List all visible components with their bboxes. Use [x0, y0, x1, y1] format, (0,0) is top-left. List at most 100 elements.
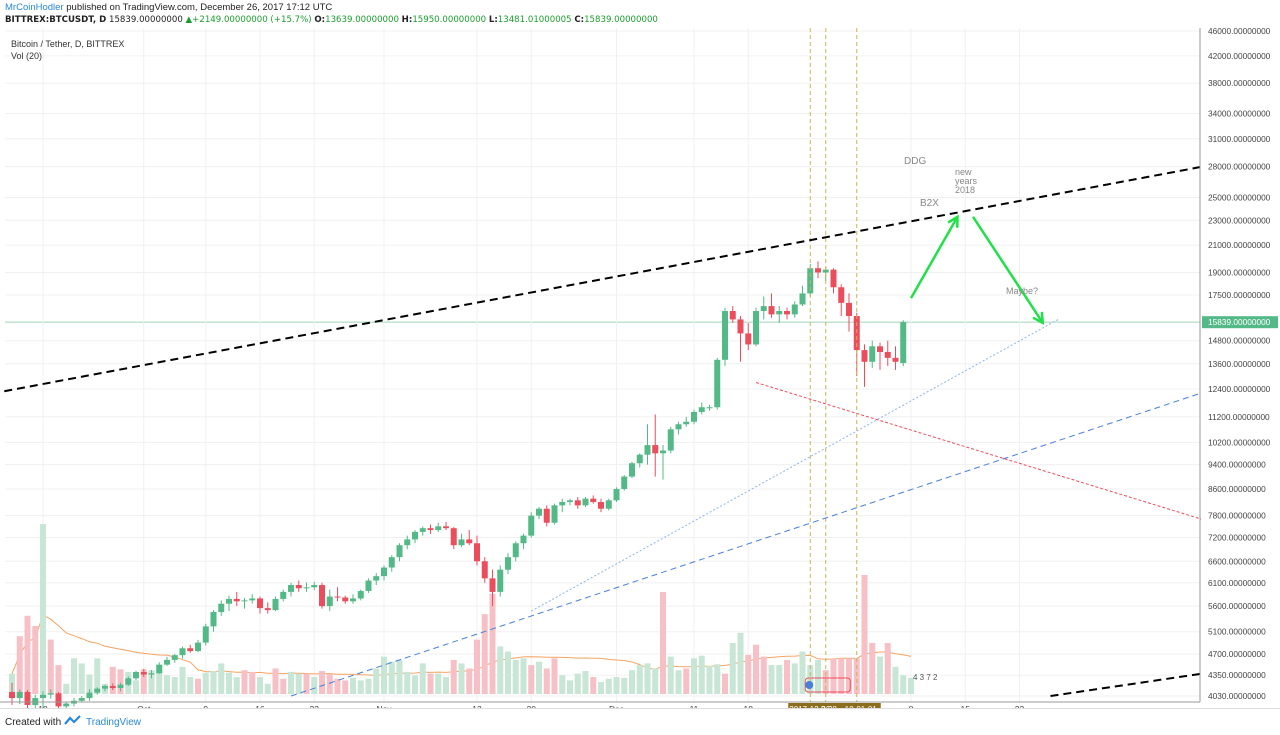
candle-body	[334, 596, 341, 598]
x-highlight-label: 18-01-01	[845, 705, 878, 708]
volume-bar	[760, 656, 767, 694]
candle-body	[691, 412, 697, 422]
candle-body	[295, 585, 302, 589]
volume-bar	[512, 660, 519, 694]
publish-line: MrCoinHodler published on TradingView.co…	[5, 2, 332, 13]
volume-bar	[737, 632, 744, 694]
candle-body	[179, 648, 186, 656]
candle-body	[815, 268, 821, 273]
up-arrow-head	[947, 214, 959, 228]
candle-body	[861, 350, 868, 362]
volume-bar	[381, 656, 387, 694]
candle-body	[280, 591, 287, 599]
volume-bar	[629, 670, 635, 694]
candle-body	[350, 598, 356, 602]
candle-body	[791, 304, 798, 315]
candle-body	[202, 626, 209, 643]
x-tick-label: 13	[472, 704, 482, 708]
volume-bar	[644, 663, 651, 694]
volume-bar	[791, 663, 798, 694]
volume-bar	[497, 646, 504, 694]
volume-bar	[295, 673, 302, 694]
volume-bar	[233, 677, 240, 694]
candle-body	[536, 508, 542, 516]
low-value: 13481.01000005	[497, 15, 572, 25]
y-tick-label: 34000.00000000	[1208, 109, 1271, 119]
lower-channel-line	[1050, 671, 1214, 697]
volume-bar	[202, 672, 209, 694]
candle-body	[63, 703, 70, 707]
volume-bar	[419, 663, 426, 694]
x-tick-label: 15	[961, 704, 971, 708]
volume-bar	[861, 575, 868, 694]
volume-bar	[799, 651, 806, 694]
x-tick-label: 8	[909, 704, 914, 708]
events-badge[interactable]: 4 3 7 2	[913, 673, 938, 682]
red-trend-line	[755, 382, 1214, 524]
created-with-label: Created with	[5, 717, 62, 728]
volume-bar	[892, 666, 899, 694]
volume-bar	[443, 677, 449, 694]
chart-grid	[5, 28, 1200, 702]
volume-bar	[264, 683, 271, 694]
high-value: 15950.00000000	[412, 15, 487, 25]
candle-body	[667, 429, 674, 451]
x-tick-label: 22	[1015, 704, 1025, 708]
candle-body	[443, 526, 449, 529]
candle-body	[148, 673, 155, 675]
candle-body	[435, 526, 442, 531]
y-tick-label: 4030.00000000	[1208, 691, 1266, 701]
volume-bar	[171, 677, 178, 694]
x-tick-label: 9	[203, 704, 208, 708]
y-tick-label: 15839.00000000	[1208, 317, 1271, 327]
tradingview-brand-link[interactable]: TradingView	[86, 717, 142, 728]
candle-body	[388, 557, 395, 568]
volume-bar	[605, 678, 612, 694]
volume-bar	[590, 677, 597, 694]
volume-bar	[357, 680, 364, 694]
candle-body	[16, 691, 23, 699]
volume-bar	[47, 639, 54, 694]
candle-body	[187, 648, 194, 652]
volume-bar	[621, 677, 628, 694]
volume-bar	[683, 668, 690, 694]
volume-bar	[466, 668, 473, 694]
candle-body	[567, 500, 573, 502]
candle-body	[164, 659, 170, 665]
trend-lines	[4, 28, 1214, 702]
price-chart[interactable]: 46000.00000000 42000.00000000 38000.000000…	[0, 28, 1280, 708]
y-tick-label: 10200.00000000	[1208, 437, 1271, 447]
symbol-label: BITTREX:BTCUSDT, D	[5, 15, 107, 25]
y-tick-label: 19000.00000000	[1208, 267, 1271, 277]
y-tick-label: 42000.00000000	[1208, 51, 1271, 61]
candle-body	[838, 287, 845, 303]
candle-body	[303, 587, 310, 589]
candle-body	[412, 531, 418, 540]
volume-bar	[16, 636, 23, 694]
candle-body	[458, 539, 465, 546]
candle-body	[605, 500, 612, 509]
open-label: O:	[314, 15, 326, 25]
volume-bar	[745, 654, 752, 694]
candle-body	[729, 311, 736, 320]
volume-bar	[412, 675, 418, 694]
last-price-badge	[1202, 316, 1278, 329]
volume-bar	[722, 673, 728, 694]
volume-bar	[24, 615, 31, 694]
volume-bar	[706, 665, 713, 694]
volume-bar	[574, 673, 581, 694]
change-value: +2149.00000000 (+15.7%)	[192, 15, 312, 25]
candle-body	[590, 498, 597, 502]
b2x-label: B2X	[920, 198, 939, 209]
volume-bar	[474, 639, 480, 694]
candle-body	[140, 672, 147, 675]
candle-body	[9, 691, 15, 699]
volume-bar	[667, 656, 674, 694]
candle-body	[636, 454, 643, 464]
candle-body	[319, 585, 325, 607]
candle-body	[869, 346, 876, 362]
candle-body	[396, 545, 403, 558]
candle-body	[574, 500, 581, 506]
author-link[interactable]: MrCoinHodler	[5, 2, 64, 13]
tradingview-logo-icon	[64, 715, 81, 725]
